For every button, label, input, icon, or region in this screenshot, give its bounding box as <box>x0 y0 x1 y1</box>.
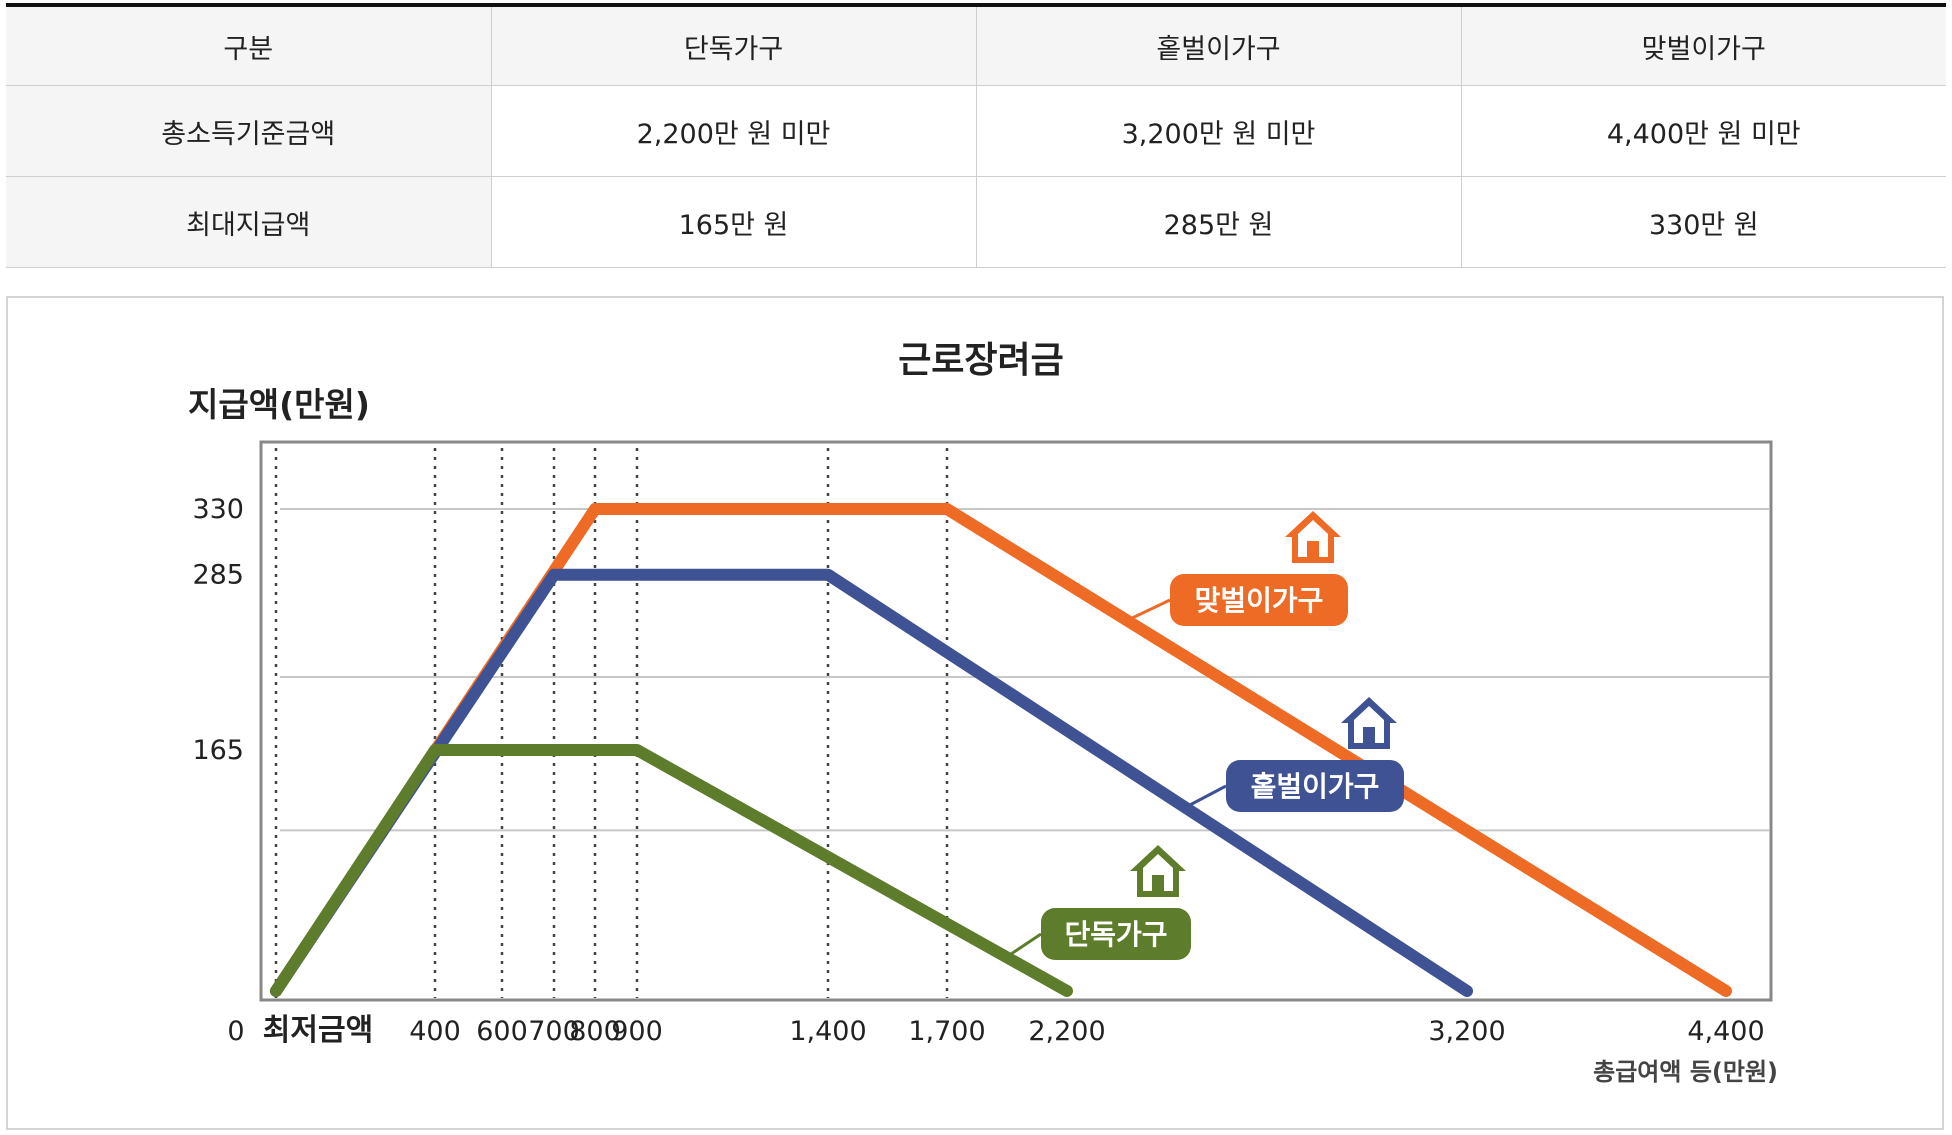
y-tick-label: 330 <box>192 494 244 525</box>
header-single-earner: 홑벌이가구 <box>976 5 1462 86</box>
x-axis-label: 총급여액 등(만원) <box>1593 1058 1778 1086</box>
house-icon-door <box>1307 541 1319 557</box>
house-icon <box>1341 697 1397 749</box>
x-tick-label: 900 <box>611 1016 663 1047</box>
grid-layer <box>280 508 1769 832</box>
series-label-badge <box>1226 760 1404 812</box>
x-tick-label: 최저금액 <box>263 1013 373 1048</box>
series-label-badge <box>1170 574 1348 626</box>
table-row: 총소득기준금액 2,200만 원 미만 3,200만 원 미만 4,400만 원… <box>6 85 1946 177</box>
house-icon-inner <box>1143 854 1173 891</box>
x-tick-label: 2,200 <box>1028 1016 1105 1047</box>
series-label-text: 맞벌이가구 <box>1195 584 1324 617</box>
plot-area-frame <box>259 440 1773 1002</box>
x-tick-label: 1,400 <box>789 1016 866 1047</box>
series-line <box>270 744 1073 997</box>
table-cell: 3,200만 원 미만 <box>976 85 1462 177</box>
series-label-pointer <box>1127 598 1171 622</box>
house-icon-door <box>1152 875 1164 891</box>
series-layer <box>270 503 1732 997</box>
x-tick-label: 4,400 <box>1687 1016 1764 1047</box>
table-cell: 330만 원 <box>1461 176 1946 268</box>
table-cell: 2,200만 원 미만 <box>491 85 977 177</box>
house-icon <box>1285 511 1341 563</box>
row-label-income-criteria: 총소득기준금액 <box>6 85 492 177</box>
earned-income-credit-chart: 근로장려금 지급액(만원) 165 285 330 0 최저금액 400 600 700 800… <box>6 296 1944 1130</box>
house-icon-inner <box>1354 706 1384 743</box>
series-label-badge <box>1041 908 1191 960</box>
table-row: 최대지급액 165만 원 285만 원 330만 원 <box>6 176 1946 268</box>
x-tick-label: 0 <box>227 1016 244 1047</box>
header-category: 구분 <box>6 5 492 86</box>
series-label-text: 단독가구 <box>1064 918 1167 951</box>
header-dual-earner: 맞벌이가구 <box>1461 5 1946 86</box>
house-icon-inner <box>1298 520 1328 557</box>
series-label-pointer <box>1007 932 1042 958</box>
x-tick-label: 800 <box>569 1016 621 1047</box>
table-cell: 4,400만 원 미만 <box>1461 85 1946 177</box>
x-tick-label: 600 <box>476 1016 528 1047</box>
table-header-row: 구분 단독가구 홑벌이가구 맞벌이가구 <box>6 5 1946 86</box>
x-tick-label: 400 <box>409 1016 461 1047</box>
house-icon <box>1130 845 1186 897</box>
series-label-text: 홑벌이가구 <box>1251 770 1380 803</box>
chart-canvas: 근로장려금 지급액(만원) 165 285 330 0 최저금액 400 600 700800… <box>188 340 1778 1086</box>
table-cell: 165만 원 <box>491 176 977 268</box>
header-single: 단독가구 <box>491 5 977 86</box>
income-criteria-table: 구분 단독가구 홑벌이가구 맞벌이가구 총소득기준금액 2,200만 원 미만 … <box>6 3 1946 268</box>
x-tick-label: 1,700 <box>908 1016 985 1047</box>
house-icon-door <box>1363 727 1375 743</box>
x-tick-label: 700 <box>528 1016 580 1047</box>
chart-title: 근로장려금 <box>898 340 1064 381</box>
y-tick-label: 285 <box>192 560 244 591</box>
table-cell: 285만 원 <box>976 176 1462 268</box>
x-tick-label: 3,200 <box>1428 1016 1505 1047</box>
y-tick-label: 165 <box>192 735 244 766</box>
series-label-pointer <box>1187 784 1227 808</box>
y-axis-label: 지급액(만원) <box>188 385 370 424</box>
reference-lines <box>274 448 949 998</box>
row-label-max-payment: 최대지급액 <box>6 176 492 268</box>
